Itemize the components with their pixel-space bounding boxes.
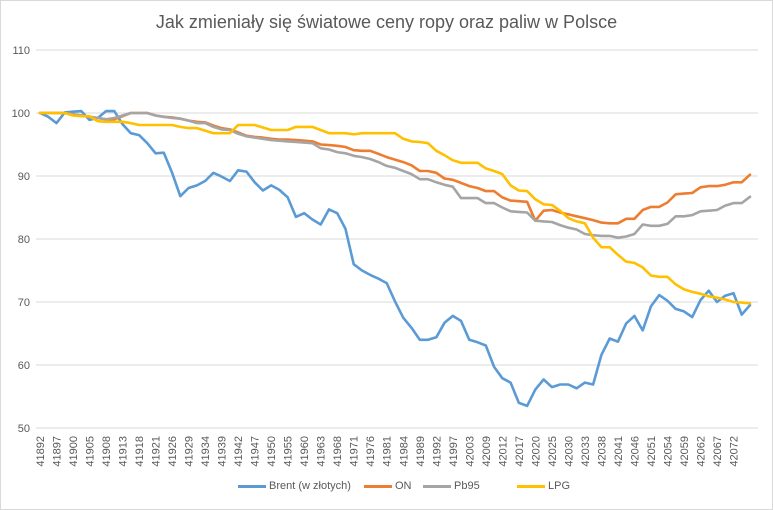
x-tick-label: 42059: [679, 436, 691, 467]
legend-label: Brent (w złotych): [269, 480, 351, 492]
x-tick-label: 41997: [448, 436, 460, 467]
legend-swatch: [517, 484, 545, 488]
x-tick-label: 41947: [250, 436, 262, 467]
y-tick-label: 60: [18, 360, 30, 372]
x-tick-label: 42054: [662, 436, 674, 467]
x-tick-label: 41921: [151, 436, 163, 467]
x-tick-label: 42038: [596, 436, 608, 467]
x-tick-label: 42025: [547, 436, 559, 467]
chart-title: Jak zmieniały się światowe ceny ropy ora…: [155, 12, 618, 32]
x-tick-label: 41955: [283, 436, 295, 467]
x-tick-label: 41918: [134, 436, 146, 467]
x-tick-label: 41960: [299, 436, 311, 467]
x-tick-label: 41939: [217, 436, 229, 467]
x-tick-label: 41942: [233, 436, 245, 467]
x-tick-label: 41989: [415, 436, 427, 467]
x-tick-label: 41892: [35, 436, 47, 467]
x-tick-label: 41926: [167, 436, 179, 467]
x-tick-label: 42046: [629, 436, 641, 467]
x-tick-label: 42003: [464, 436, 476, 467]
x-tick-label: 41968: [332, 436, 344, 467]
legend-item-on: ON: [364, 480, 412, 492]
x-tick-label: 41976: [365, 436, 377, 467]
x-tick-label: 41900: [68, 436, 80, 467]
x-tick-label: 41992: [431, 436, 443, 467]
legend-swatch: [364, 484, 392, 488]
x-tick-label: 42041: [613, 436, 625, 467]
legend-label: ON: [395, 480, 412, 492]
x-tick-label: 41913: [118, 436, 130, 467]
legend-swatch: [423, 484, 451, 488]
x-tick-label: 42051: [646, 436, 658, 467]
x-tick-label: 41908: [101, 436, 113, 467]
x-tick-label: 42020: [530, 436, 542, 467]
x-tick-label: 42012: [497, 436, 509, 467]
legend-label: LPG: [548, 480, 571, 492]
x-tick-label: 41950: [266, 436, 278, 467]
x-tick-label: 42062: [695, 436, 707, 467]
legend-label: Pb95: [454, 480, 480, 492]
legend-item-pb95: Pb95: [423, 480, 480, 492]
x-tick-label: 41929: [184, 436, 196, 467]
y-tick-label: 90: [18, 171, 30, 183]
y-tick-label: 70: [18, 297, 30, 309]
x-tick-label: 42017: [514, 436, 526, 467]
y-tick-label: 100: [12, 108, 30, 120]
x-tick-label: 42072: [728, 436, 740, 467]
x-tick-label: 41963: [316, 436, 328, 467]
x-tick-label: 41971: [349, 436, 361, 467]
legend-item-brent: Brent (w złotych): [238, 480, 351, 492]
x-tick-label: 41981: [382, 436, 394, 467]
x-tick-label: 41897: [52, 436, 64, 467]
series-line-pb95: [38, 111, 752, 239]
x-tick-label: 41934: [200, 436, 212, 467]
y-tick-label: 50: [18, 423, 30, 435]
x-tick-label: 42030: [563, 436, 575, 467]
x-tick-label: 42009: [481, 436, 493, 467]
y-tick-label: 80: [18, 234, 30, 246]
legend-swatch: [238, 484, 266, 488]
x-tick-label: 42033: [580, 436, 592, 467]
y-tick-label: 110: [12, 45, 30, 57]
legend-item-lpg: LPG: [517, 480, 570, 492]
x-tick-label: 41984: [398, 436, 410, 467]
x-tick-label: 42067: [712, 436, 724, 467]
x-tick-label: 41905: [85, 436, 97, 467]
series-line-lpg: [38, 111, 752, 305]
series-line-brent-w-z-otych: [38, 109, 752, 408]
